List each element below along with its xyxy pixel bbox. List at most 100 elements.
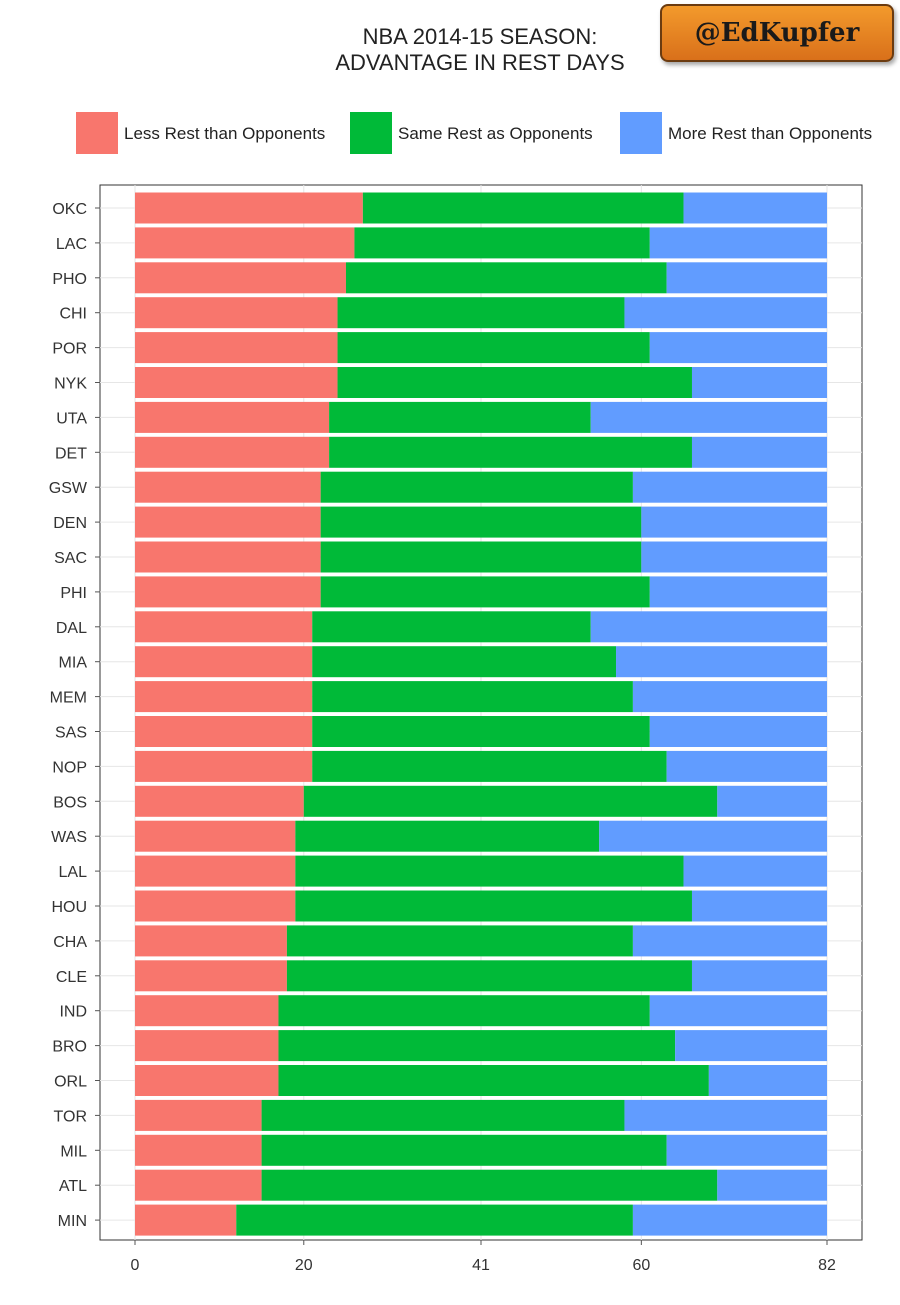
bar-less-min xyxy=(135,1204,237,1236)
y-tick-label-bos: BOS xyxy=(53,794,87,811)
x-tick-label: 20 xyxy=(295,1257,313,1274)
y-tick-label-atl: ATL xyxy=(59,1178,87,1195)
bar-more-chi xyxy=(624,297,827,329)
y-tick-label-bro: BRO xyxy=(52,1039,87,1056)
legend-key-same xyxy=(350,112,392,154)
bar-more-gsw xyxy=(632,471,827,503)
bar-less-was xyxy=(135,820,296,852)
bar-less-okc xyxy=(135,192,363,224)
y-tick-label-dal: DAL xyxy=(56,620,87,637)
y-tick-label-mem: MEM xyxy=(50,690,87,707)
x-tick-label: 41 xyxy=(472,1257,490,1274)
bar-same-por xyxy=(337,332,650,364)
y-tick-label-nop: NOP xyxy=(52,759,87,776)
bar-less-bro xyxy=(135,1030,279,1062)
bar-less-den xyxy=(135,506,321,538)
bar-more-pho xyxy=(666,262,827,294)
bar-more-bos xyxy=(717,785,827,817)
bar-more-dal xyxy=(590,611,827,643)
bar-more-mia xyxy=(616,646,827,678)
bar-same-bos xyxy=(303,785,718,817)
bar-more-orl xyxy=(708,1065,827,1096)
bar-less-mem xyxy=(135,681,313,713)
y-tick-label-was: WAS xyxy=(51,829,87,846)
bar-less-chi xyxy=(135,297,338,329)
bar-same-min xyxy=(236,1204,633,1236)
y-tick-label-nyk: NYK xyxy=(54,376,87,393)
x-tick-label: 0 xyxy=(131,1257,140,1274)
bar-more-atl xyxy=(717,1169,827,1201)
bar-less-lal xyxy=(135,855,296,887)
bar-same-den xyxy=(320,506,642,538)
y-tick-label-cha: CHA xyxy=(53,934,87,951)
bar-more-por xyxy=(649,332,827,364)
y-tick-label-uta: UTA xyxy=(56,410,87,427)
legend-label-same: Same Rest as Opponents xyxy=(398,124,593,143)
bar-more-okc xyxy=(683,192,827,224)
y-tick-label-lal: LAL xyxy=(59,864,88,881)
bar-less-nop xyxy=(135,750,313,782)
x-tick-label: 60 xyxy=(632,1257,650,1274)
chart-title-line2: ADVANTAGE IN REST DAYS xyxy=(335,50,625,75)
y-tick-label-sac: SAC xyxy=(54,550,87,567)
author-badge: @EdKupfer xyxy=(660,4,894,62)
y-tick-label-mia: MIA xyxy=(59,655,88,672)
bar-more-cha xyxy=(632,925,827,957)
bar-less-uta xyxy=(135,401,330,433)
bar-less-cle xyxy=(135,960,287,992)
bar-less-sas xyxy=(135,716,313,747)
y-tick-label-sas: SAS xyxy=(55,725,87,742)
bar-less-tor xyxy=(135,1099,262,1131)
bar-same-pho xyxy=(345,262,667,294)
y-tick-label-mil: MIL xyxy=(60,1143,87,1160)
bar-same-orl xyxy=(278,1065,709,1096)
bar-more-mil xyxy=(666,1134,827,1166)
bar-less-bos xyxy=(135,785,304,817)
bar-same-nop xyxy=(312,750,667,782)
chart-title: NBA 2014-15 SEASON: ADVANTAGE IN REST DA… xyxy=(300,24,660,76)
bar-same-atl xyxy=(261,1169,718,1201)
bar-more-cle xyxy=(691,960,827,992)
bar-more-lal xyxy=(683,855,827,887)
legend-label-more: More Rest than Opponents xyxy=(668,124,873,143)
y-tick-label-por: POR xyxy=(52,341,87,358)
y-tick-label-den: DEN xyxy=(53,515,87,532)
bar-less-nyk xyxy=(135,367,338,398)
legend-key-more xyxy=(620,112,662,154)
bar-same-cha xyxy=(286,925,633,957)
bar-less-ind xyxy=(135,995,279,1027)
bar-more-sac xyxy=(641,541,827,573)
bar-less-lac xyxy=(135,227,355,259)
bar-same-sas xyxy=(312,716,650,747)
y-tick-label-cle: CLE xyxy=(56,969,87,986)
bar-same-phi xyxy=(320,576,650,608)
bar-same-hou xyxy=(295,890,692,922)
bar-more-nyk xyxy=(691,367,827,398)
bar-less-hou xyxy=(135,890,296,922)
bar-same-lac xyxy=(354,227,650,259)
bar-same-cle xyxy=(286,960,692,992)
bar-same-mil xyxy=(261,1134,667,1166)
y-tick-label-min: MIN xyxy=(58,1213,87,1230)
y-tick-label-lac: LAC xyxy=(56,236,87,253)
bar-same-chi xyxy=(337,297,625,329)
y-tick-label-pho: PHO xyxy=(52,271,87,288)
bar-same-was xyxy=(295,820,600,852)
bar-more-mem xyxy=(632,681,827,713)
bar-same-mia xyxy=(312,646,617,678)
y-tick-label-tor: TOR xyxy=(54,1108,87,1125)
bar-more-den xyxy=(641,506,827,538)
bar-same-mem xyxy=(312,681,633,713)
bar-less-mil xyxy=(135,1134,262,1166)
bar-more-was xyxy=(599,820,827,852)
y-tick-label-chi: CHI xyxy=(59,306,87,323)
bar-more-uta xyxy=(590,401,827,433)
bar-same-ind xyxy=(278,995,650,1027)
bar-same-det xyxy=(329,436,692,468)
y-tick-label-gsw: GSW xyxy=(49,480,88,497)
legend-key-less xyxy=(76,112,118,154)
bar-more-tor xyxy=(624,1099,827,1131)
bar-same-lal xyxy=(295,855,684,887)
y-tick-label-okc: OKC xyxy=(52,201,87,218)
